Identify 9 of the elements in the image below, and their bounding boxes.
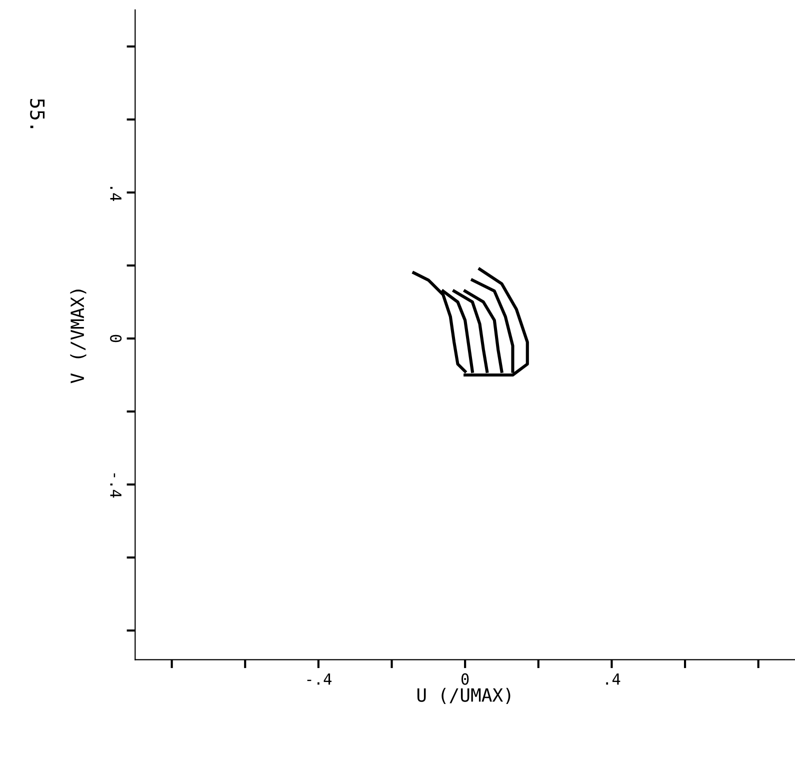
y-tick-label: .4 <box>110 186 122 201</box>
x-tick-label: .4 <box>606 673 620 685</box>
text: 55. <box>30 99 45 128</box>
y-axis-title: V (/VMAX) <box>70 290 86 384</box>
x-tick-label: -.4 <box>307 673 332 685</box>
y-tick-label: -.4 <box>110 473 122 498</box>
y-tick-label: 0 <box>110 334 122 342</box>
x-axis-title: U (/UMAX) <box>417 688 510 704</box>
x-tick-label: 0 <box>461 673 469 685</box>
